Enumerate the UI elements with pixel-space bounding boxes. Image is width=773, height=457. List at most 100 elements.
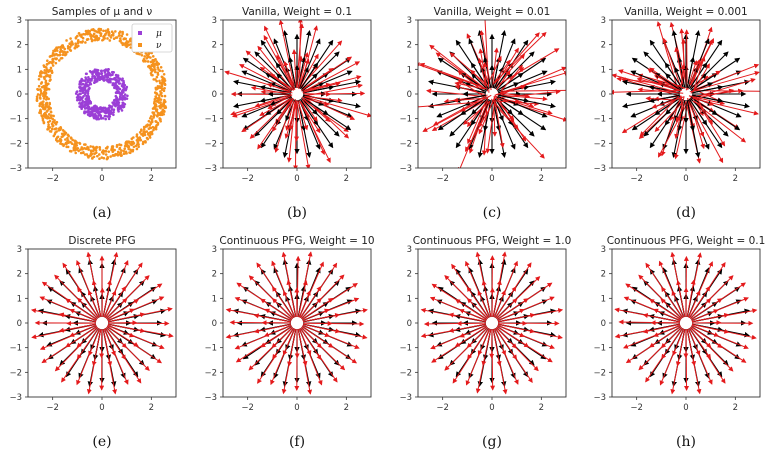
estimated-vector-arrow bbox=[296, 100, 311, 168]
scatter-point bbox=[49, 110, 53, 114]
true-vector-arrow bbox=[493, 66, 504, 89]
estimated-vector-arrow bbox=[301, 297, 334, 320]
scatter-point bbox=[94, 37, 98, 40]
scatter-point bbox=[55, 49, 59, 52]
estimated-vector-arrow bbox=[91, 328, 102, 367]
scatter-point bbox=[58, 53, 62, 57]
estimated-vector-arrow bbox=[77, 286, 99, 319]
scatter-point bbox=[88, 78, 92, 81]
estimated-vector-arrow bbox=[418, 62, 488, 90]
scatter-point bbox=[75, 144, 79, 147]
axes-frame bbox=[417, 248, 567, 398]
scatter-point bbox=[91, 149, 95, 153]
scatter-point bbox=[154, 95, 157, 98]
scatter-point bbox=[81, 82, 85, 86]
scatter-point bbox=[104, 153, 108, 156]
true-vector-arrow bbox=[497, 82, 520, 93]
x-tick-label: 0 bbox=[489, 403, 494, 413]
estimated-vector-arrow bbox=[688, 285, 711, 319]
scatter-point bbox=[112, 101, 116, 105]
scatter-point bbox=[80, 86, 83, 90]
estimated-vector-arrow bbox=[649, 298, 682, 321]
scatter-point bbox=[57, 129, 61, 132]
estimated-vector-arrow bbox=[612, 73, 677, 93]
estimated-vector-arrow bbox=[272, 98, 294, 132]
estimated-vector-arrow bbox=[651, 96, 685, 109]
scatter-point bbox=[95, 151, 98, 154]
estimated-vector-arrow bbox=[466, 298, 489, 319]
estimated-vector-arrow bbox=[296, 55, 304, 88]
scatter-point bbox=[46, 120, 50, 124]
scatter-point bbox=[106, 37, 109, 40]
scatter-point bbox=[59, 142, 62, 145]
estimated-vector-arrow bbox=[502, 66, 566, 95]
scatter-point bbox=[115, 84, 119, 88]
scatter-point bbox=[42, 106, 45, 110]
scatter-point bbox=[159, 90, 162, 93]
scatter-point bbox=[122, 149, 126, 153]
y-tick-label: −1 bbox=[399, 115, 412, 125]
scatter-point bbox=[39, 72, 42, 76]
estimated-vector-arrow bbox=[689, 327, 711, 360]
estimated-vector-arrow bbox=[303, 61, 361, 93]
estimated-vector-arrow bbox=[283, 60, 296, 90]
scatter-point bbox=[94, 70, 98, 74]
scatter-point bbox=[106, 79, 110, 83]
y-tick-label: 0 bbox=[601, 90, 606, 100]
y-tick-label: 2 bbox=[17, 41, 22, 51]
scatter-point bbox=[107, 117, 111, 121]
scatter-point bbox=[77, 149, 80, 153]
scatter-point bbox=[115, 76, 118, 79]
scatter-point bbox=[116, 102, 120, 106]
estimated-vector-arrow bbox=[274, 99, 294, 153]
scatter-point bbox=[74, 151, 78, 155]
y-tick-label: 2 bbox=[17, 270, 22, 280]
scatter-point bbox=[45, 95, 49, 99]
scatter-point bbox=[55, 120, 59, 124]
scatter-point bbox=[114, 73, 118, 77]
scatter-point bbox=[146, 60, 150, 63]
scatter-point bbox=[41, 71, 44, 74]
y-tick-label: 2 bbox=[212, 270, 217, 280]
true-vector-arrow bbox=[648, 94, 681, 104]
scatter-point bbox=[144, 59, 147, 63]
scatter-point bbox=[39, 91, 43, 95]
scatter-point bbox=[64, 141, 68, 145]
scatter-point bbox=[93, 147, 97, 150]
scatter-point bbox=[142, 57, 146, 61]
scatter-point bbox=[110, 105, 114, 108]
scatter-point bbox=[108, 39, 112, 42]
x-tick-label: 0 bbox=[294, 174, 299, 184]
scatter-point bbox=[119, 143, 123, 147]
estimated-vector-arrow bbox=[106, 299, 140, 321]
scatter-point bbox=[57, 59, 61, 62]
scatter-point bbox=[163, 87, 166, 90]
scatter-point bbox=[126, 145, 130, 149]
scatter-point bbox=[111, 34, 115, 37]
true-vector-arrow bbox=[301, 72, 329, 92]
estimated-vector-arrow bbox=[454, 325, 488, 347]
scatter-point bbox=[43, 71, 46, 75]
estimated-vector-arrow bbox=[250, 85, 292, 95]
scatter-point bbox=[109, 36, 113, 39]
scatter-point bbox=[70, 142, 74, 146]
scatter-point bbox=[158, 85, 162, 88]
scatter-point bbox=[43, 106, 47, 110]
estimated-vector-arrow bbox=[448, 312, 486, 323]
estimated-vector-arrow bbox=[612, 89, 682, 95]
scatter-point bbox=[106, 115, 109, 118]
estimated-vector-arrow bbox=[297, 279, 308, 318]
estimated-vector-arrow bbox=[301, 326, 334, 348]
scatter-point bbox=[74, 92, 78, 95]
scatter-point bbox=[98, 157, 101, 161]
estimated-vector-arrow bbox=[466, 326, 488, 348]
y-tick-label: 0 bbox=[17, 90, 22, 100]
scatter-point bbox=[39, 89, 43, 93]
scatter-point bbox=[74, 42, 77, 45]
scatter-point bbox=[146, 137, 150, 141]
estimated-vector-arrow bbox=[689, 70, 760, 93]
scatter-point bbox=[44, 79, 48, 83]
scatter-point bbox=[47, 97, 50, 101]
scatter-point bbox=[89, 101, 93, 105]
scatter-point bbox=[111, 83, 115, 87]
